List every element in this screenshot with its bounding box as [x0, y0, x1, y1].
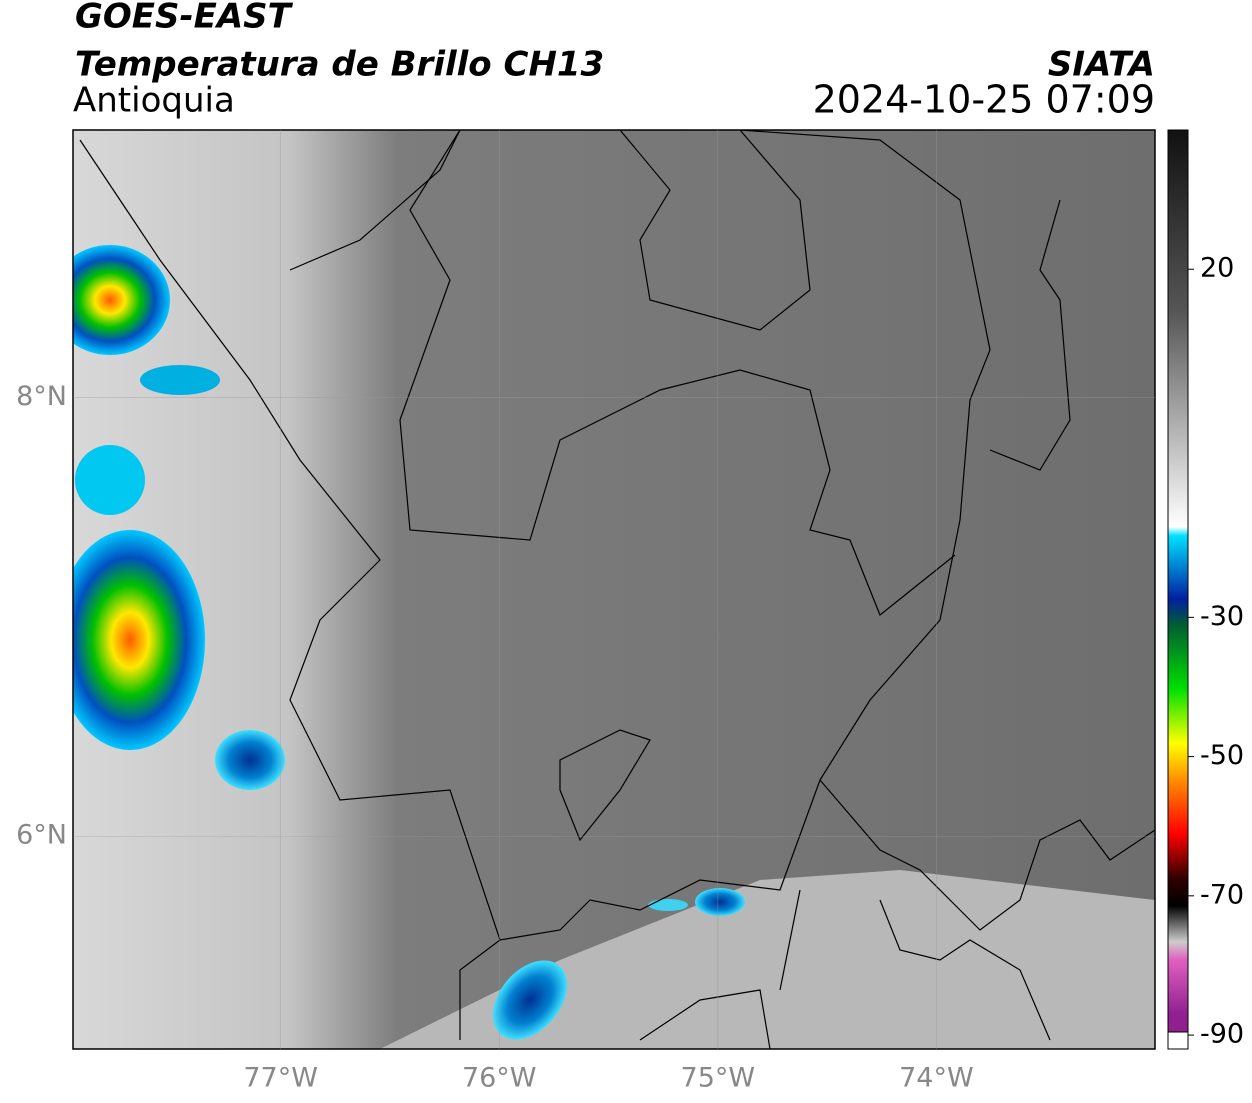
- storm: [73, 530, 205, 750]
- storm: [140, 365, 220, 395]
- storm: [75, 445, 145, 515]
- x-tick-label: 76°W: [462, 1063, 537, 1094]
- title: GOES-EAST: [75, 0, 294, 37]
- storm: [73, 245, 170, 355]
- colorbar-tick-label: -50: [1200, 740, 1244, 771]
- cloud: [73, 870, 1155, 1049]
- colorbar-frame: [1167, 129, 1189, 1033]
- y-tick-label: 6°N: [16, 820, 67, 851]
- colorbar-tick-label: -90: [1200, 1019, 1244, 1050]
- y-tick-label: 8°N: [16, 381, 67, 412]
- region: Antioquia: [73, 81, 235, 121]
- colorbar-tick-label: -70: [1200, 879, 1244, 910]
- storm: [215, 730, 285, 790]
- storm: [493, 960, 567, 1040]
- colorbar-tick-label: 20: [1200, 253, 1234, 284]
- colorbar: [1168, 130, 1188, 1032]
- storm: [648, 899, 688, 911]
- x-tick-label: 77°W: [243, 1063, 318, 1094]
- borders: [79, 130, 1155, 1049]
- x-tick-label: 74°W: [899, 1063, 974, 1094]
- colorbar-under: [1167, 1031, 1189, 1050]
- storm: [695, 888, 745, 916]
- imagery: [73, 130, 1155, 1049]
- source: SIATA: [1048, 45, 1155, 85]
- colorbar-tick-label: -30: [1200, 601, 1244, 632]
- subtitle: Temperatura de Brillo CH13: [75, 45, 604, 85]
- x-tick-label: 75°W: [681, 1063, 756, 1094]
- plot-frame: [72, 129, 1156, 1050]
- datetime: 2024-10-25 07:09: [813, 78, 1155, 122]
